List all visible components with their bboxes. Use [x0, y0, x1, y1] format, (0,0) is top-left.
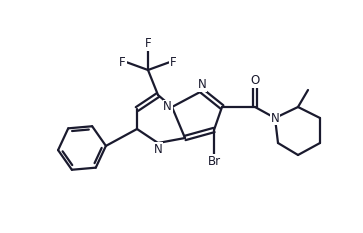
Text: F: F — [119, 55, 126, 69]
Text: F: F — [145, 37, 151, 50]
Text: N: N — [271, 112, 280, 124]
Text: N: N — [163, 100, 172, 113]
Text: O: O — [250, 74, 260, 87]
Text: F: F — [170, 55, 177, 69]
Text: Br: Br — [207, 155, 221, 168]
Text: N: N — [197, 78, 207, 91]
Text: N: N — [154, 143, 162, 156]
